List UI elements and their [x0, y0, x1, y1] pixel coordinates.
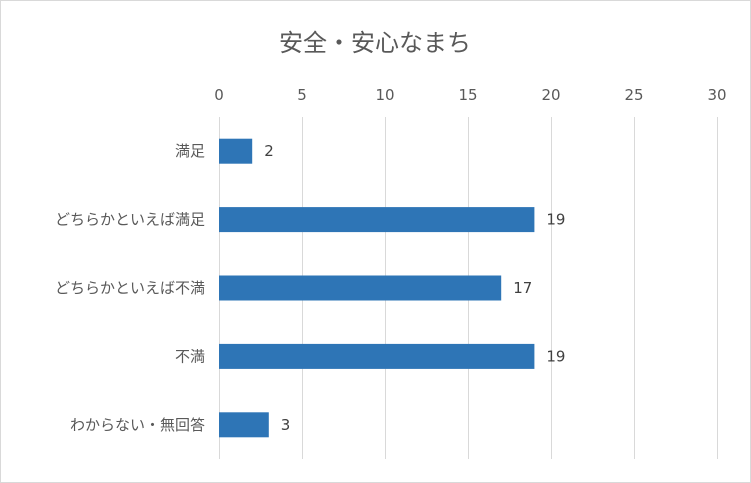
data-label: 3 [281, 416, 291, 434]
category-label: 満足 [175, 142, 205, 160]
bar [219, 343, 535, 369]
data-label: 2 [264, 142, 274, 160]
x-tick-label: 10 [375, 86, 394, 104]
x-axis-ticks: 0 5 10 15 20 25 30 [214, 86, 726, 104]
bar [219, 412, 269, 438]
x-tick-label: 20 [541, 86, 560, 104]
x-tick-label: 15 [458, 86, 477, 104]
chart-title: 安全・安心なまち [279, 29, 471, 57]
data-label: 17 [513, 279, 532, 297]
data-label: 19 [546, 211, 565, 229]
category-label: どちらかといえば不満 [55, 279, 205, 297]
bar [219, 275, 502, 301]
category-label: わからない・無回答 [70, 416, 205, 434]
x-tick-label: 0 [214, 86, 224, 104]
bar [219, 207, 535, 233]
x-tick-label: 5 [297, 86, 307, 104]
category-label: 不満 [175, 347, 205, 365]
data-labels: 2 19 17 19 3 [264, 142, 565, 434]
bar [219, 138, 253, 164]
category-label: どちらかといえば満足 [55, 211, 205, 229]
data-label: 19 [546, 347, 565, 365]
x-tick-label: 25 [624, 86, 643, 104]
bars [219, 138, 535, 438]
x-tick-label: 30 [707, 86, 726, 104]
